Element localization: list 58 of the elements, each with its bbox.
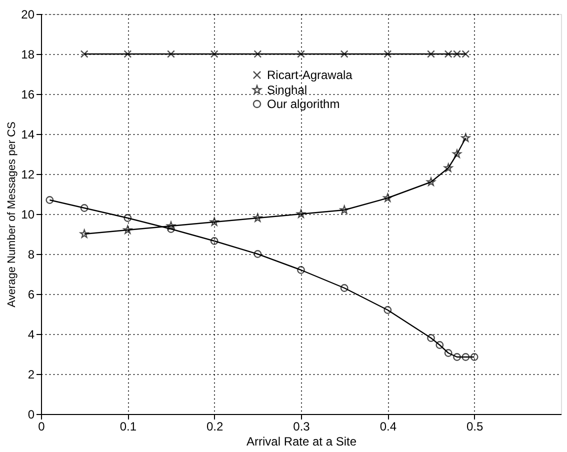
point [210,217,219,226]
x-tick-label: 0.1 [120,420,137,434]
point [80,50,88,58]
point [254,50,262,58]
point [80,229,89,238]
x-tick-label: 0.2 [206,420,224,434]
point [340,205,349,214]
point [46,196,54,204]
point [436,341,444,349]
y-axis-title: Average Number of Messages per CS [6,122,18,308]
point [167,225,175,233]
point [166,221,176,230]
point [124,214,132,222]
point [297,50,305,58]
point [124,50,132,58]
x-axis-title: Arrival Rate at a Site [246,434,357,448]
point [444,163,453,172]
y-tick-label: 18 [21,48,35,62]
point [340,50,348,58]
y-tick-label: 0 [28,408,35,422]
point [296,209,306,218]
point [427,50,435,58]
point [80,204,88,212]
y-tick-label: 16 [21,88,35,102]
legend-label: Ricart-Agrawala [267,68,353,82]
x-tick-label: 0.4 [380,420,397,434]
point [384,306,392,314]
x-tick-label: 0 [38,420,46,434]
point [383,193,392,202]
y-tick-label: 14 [21,128,35,142]
point [427,334,435,342]
y-tick-label: 10 [21,208,35,222]
legend-label: Our algorithm [267,97,340,111]
point [210,237,218,245]
point [340,284,348,292]
point [461,133,470,142]
point [462,353,470,361]
y-tick-label: 6 [28,288,35,302]
point [426,177,436,186]
x-tick-label: 0.3 [293,420,310,434]
point [254,250,262,258]
point [384,50,392,58]
y-tick-label: 8 [28,248,35,262]
y-tick-label: 2 [28,368,35,382]
y-tick-label: 4 [28,328,35,342]
y-tick-label: 20 [21,8,35,22]
point [210,50,218,58]
point [123,225,132,234]
x-tick-label: 0.5 [466,420,484,434]
y-tick-label: 12 [21,168,35,182]
point [453,353,461,361]
point [444,349,452,357]
point [253,213,262,222]
point [167,50,175,58]
legend-label: Singhal [267,83,308,97]
point [452,149,462,158]
point [470,353,478,361]
point [297,266,305,274]
